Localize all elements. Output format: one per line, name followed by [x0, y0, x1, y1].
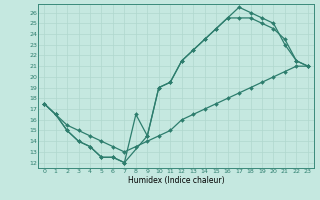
X-axis label: Humidex (Indice chaleur): Humidex (Indice chaleur): [128, 176, 224, 185]
